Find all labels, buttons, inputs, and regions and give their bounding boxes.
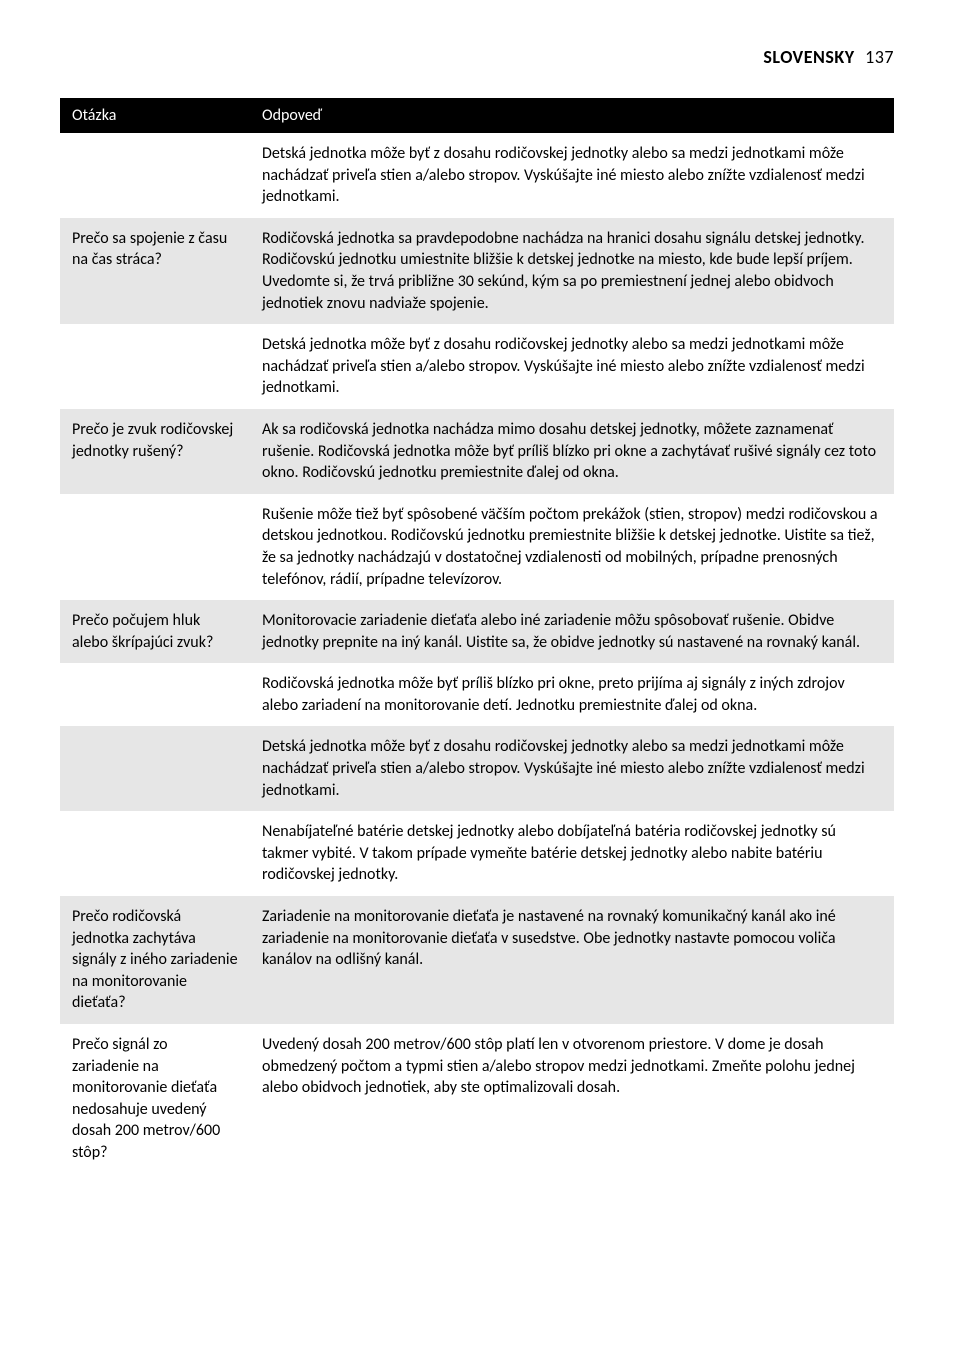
- answer-cell: Rodičovská jednotka sa pravdepodobne nac…: [250, 218, 894, 324]
- question-cell: Prečo sa spojenie z času na čas stráca?: [60, 218, 250, 324]
- question-cell: [60, 133, 250, 218]
- table-header-row: Otázka Odpoveď: [60, 98, 894, 133]
- answer-cell: Detská jednotka môže byť z dosahu rodičo…: [250, 726, 894, 811]
- answer-cell: Monitorovacie zariadenie dieťaťa alebo i…: [250, 600, 894, 663]
- question-cell: Prečo rodičovská jednotka zachytáva sign…: [60, 896, 250, 1024]
- question-cell: [60, 663, 250, 726]
- col-header-question: Otázka: [60, 98, 250, 133]
- answer-cell: Rušenie môže tiež byť spôsobené väčším p…: [250, 494, 894, 600]
- answer-cell: Ak sa rodičovská jednotka nachádza mimo …: [250, 409, 894, 494]
- language-label: SLOVENSKY: [763, 46, 854, 68]
- qa-table-body: Detská jednotka môže byť z dosahu rodičo…: [60, 133, 894, 1174]
- question-cell: Prečo počujem hluk alebo škrípajúci zvuk…: [60, 600, 250, 663]
- col-header-answer: Odpoveď: [250, 98, 894, 133]
- table-row: Detská jednotka môže byť z dosahu rodičo…: [60, 324, 894, 409]
- answer-cell: Zariadenie na monitorovanie dieťaťa je n…: [250, 896, 894, 1024]
- table-row: Prečo sa spojenie z času na čas stráca?R…: [60, 218, 894, 324]
- table-row: Nenabíjateľné batérie detskej jednotky a…: [60, 811, 894, 896]
- question-cell: [60, 811, 250, 896]
- table-row: Prečo počujem hluk alebo škrípajúci zvuk…: [60, 600, 894, 663]
- question-cell: [60, 726, 250, 811]
- answer-cell: Uvedený dosah 200 metrov/600 stôp platí …: [250, 1024, 894, 1174]
- question-cell: Prečo signál zo zariadenie na monitorova…: [60, 1024, 250, 1174]
- answer-cell: Rodičovská jednotka môže byť príliš blíz…: [250, 663, 894, 726]
- answer-cell: Detská jednotka môže byť z dosahu rodičo…: [250, 324, 894, 409]
- table-row: Detská jednotka môže byť z dosahu rodičo…: [60, 133, 894, 218]
- table-row: Detská jednotka môže byť z dosahu rodičo…: [60, 726, 894, 811]
- table-row: Prečo rodičovská jednotka zachytáva sign…: [60, 896, 894, 1024]
- answer-cell: Nenabíjateľné batérie detskej jednotky a…: [250, 811, 894, 896]
- question-cell: [60, 324, 250, 409]
- answer-cell: Detská jednotka môže byť z dosahu rodičo…: [250, 133, 894, 218]
- question-cell: [60, 494, 250, 600]
- question-cell: Prečo je zvuk rodičovskej jednotky rušen…: [60, 409, 250, 494]
- page-number: 137: [865, 46, 894, 68]
- table-row: Rodičovská jednotka môže byť príliš blíz…: [60, 663, 894, 726]
- table-row: Prečo signál zo zariadenie na monitorova…: [60, 1024, 894, 1174]
- table-row: Rušenie môže tiež byť spôsobené väčším p…: [60, 494, 894, 600]
- page-header: SLOVENSKY 137: [60, 46, 894, 68]
- qa-table: Otázka Odpoveď Detská jednotka môže byť …: [60, 98, 894, 1174]
- table-row: Prečo je zvuk rodičovskej jednotky rušen…: [60, 409, 894, 494]
